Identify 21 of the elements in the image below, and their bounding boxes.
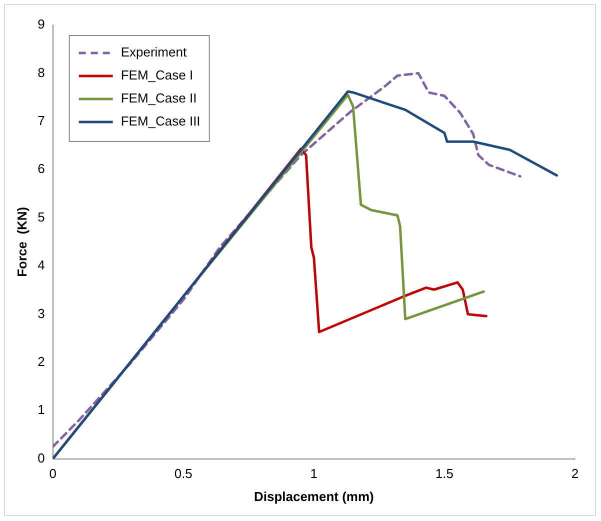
legend-label: FEM_Case III — [120, 114, 200, 129]
y-tick-label: 5 — [38, 209, 45, 224]
x-tick-label: 0.5 — [174, 466, 192, 482]
y-tick-label: 7 — [38, 112, 45, 128]
y-tick-label: 0 — [38, 450, 45, 466]
x-tick-label: 2 — [571, 466, 579, 482]
y-axis-title: Force (KN) — [14, 206, 30, 277]
y-tick-label: 2 — [38, 354, 45, 369]
legend-label: Experiment — [120, 44, 187, 60]
y-tick-label: 1 — [38, 402, 45, 418]
x-tick-label: 1 — [310, 466, 318, 482]
legend-label: FEM_Case II — [120, 90, 197, 106]
y-tick-label: 4 — [38, 258, 45, 273]
y-tick-label: 6 — [38, 161, 45, 176]
y-tick-label: 3 — [38, 306, 45, 321]
y-tick-label: 9 — [38, 16, 45, 32]
y-tick-label: 8 — [38, 64, 45, 80]
x-axis-title: Displacement (mm) — [254, 488, 374, 504]
x-tick-label: 0 — [49, 466, 56, 482]
x-tick-label: 1.5 — [435, 466, 454, 482]
legend-label: FEM_Case I — [120, 68, 194, 83]
